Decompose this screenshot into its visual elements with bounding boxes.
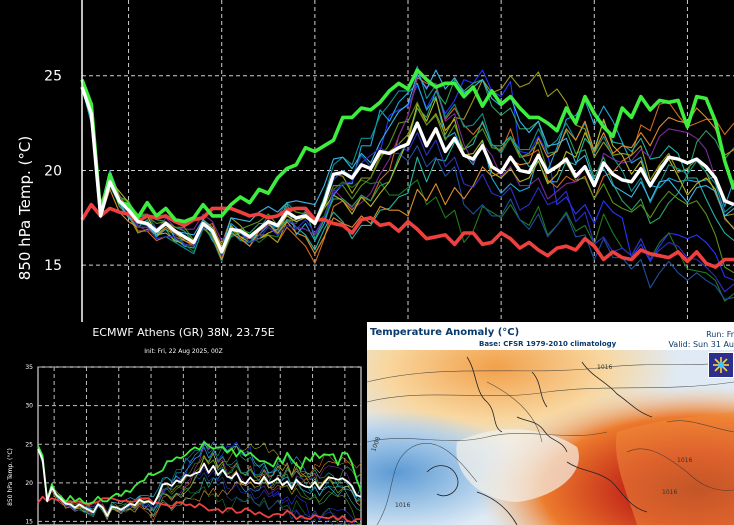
map-subtitle: Base: CFSR 1979-2010 climatology xyxy=(479,340,617,348)
series-line-member xyxy=(81,86,734,293)
bottom-left-subtitle: Init: Fri, 22 Aug 2025, 00Z xyxy=(144,348,223,355)
anomaly-map-panel: 1016 1008 1016 1016 1016 Temperature Ano… xyxy=(367,322,734,525)
series-line-member xyxy=(81,82,734,255)
series-line-member xyxy=(81,65,734,262)
bottom-left-y-ticks: 15 20 25 30 35 xyxy=(25,364,33,525)
contour-label: 1008 xyxy=(370,436,382,453)
y-tick-label: 15 xyxy=(44,258,62,274)
series-line-member xyxy=(37,447,362,518)
top-series-group xyxy=(80,65,734,302)
bottom-left-y-axis-label: 850 hPa Temp. (°C) xyxy=(7,448,14,506)
bottom-left-ensemble-chart: 15 20 25 30 35 850 hPa Temp. (°C) xyxy=(7,364,362,525)
series-line-member xyxy=(37,448,362,525)
top-y-axis-label: 850 hPa Temp. (°C) xyxy=(16,136,34,280)
y-tick-label: 25 xyxy=(44,69,62,85)
map-header: Temperature Anomaly (°C) Base: CFSR 1979… xyxy=(367,322,734,350)
bottom-left-panel: ECMWF Athens (GR) 38N, 23.75E Init: Fri,… xyxy=(0,322,367,525)
series-line-control xyxy=(37,441,362,505)
contour-label: 1016 xyxy=(395,502,410,509)
bottom-left-title: ECMWF Athens (GR) 38N, 23.75E xyxy=(92,326,275,339)
series-line-member xyxy=(81,69,734,251)
y-tick-label: 20 xyxy=(25,480,33,487)
bottom-left-series-group xyxy=(37,440,362,525)
contour-label: 1016 xyxy=(597,364,612,371)
contour-label: 1016 xyxy=(677,457,692,464)
map-valid-text: Valid: Sun 31 Au xyxy=(668,340,734,349)
series-line-member xyxy=(37,441,362,516)
y-tick-label: 30 xyxy=(25,403,33,410)
series-line-member xyxy=(37,448,351,525)
map-pressure-contours xyxy=(367,361,734,525)
y-tick-label: 20 xyxy=(44,163,62,179)
series-line-member xyxy=(81,86,734,274)
y-tick-label: 25 xyxy=(25,441,33,448)
y-tick-label: 35 xyxy=(25,364,33,371)
series-line-ensemble-mean xyxy=(80,86,734,254)
top-ensemble-chart: 15 20 25 850 hPa Temp. (°C) xyxy=(16,0,734,322)
map-logo-icon xyxy=(708,352,734,378)
bottom-left-grid xyxy=(38,366,361,525)
anomaly-map: 1016 1008 1016 1016 1016 xyxy=(367,350,734,525)
series-line-climatology xyxy=(37,495,361,524)
series-line-control xyxy=(80,68,734,224)
map-title: Temperature Anomaly (°C) xyxy=(370,327,520,338)
y-tick-label: 15 xyxy=(25,519,33,525)
contour-label: 1016 xyxy=(662,489,677,496)
series-line-member xyxy=(81,86,734,261)
map-warm-band xyxy=(616,412,734,525)
series-line-ensemble-mean xyxy=(37,448,362,517)
top-y-ticks: 15 20 25 xyxy=(44,69,62,274)
map-neutral-patch xyxy=(456,429,579,502)
series-line-climatology xyxy=(80,202,734,269)
map-run-text: Run: Fr xyxy=(706,330,734,339)
